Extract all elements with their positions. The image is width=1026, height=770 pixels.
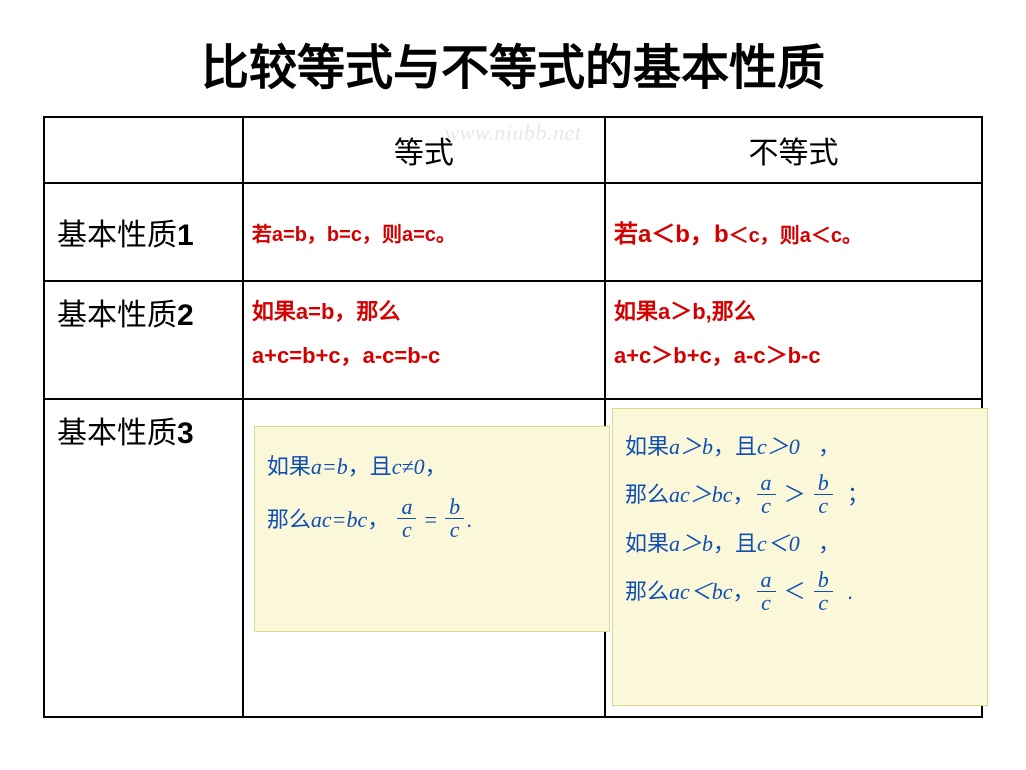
r3eq-l1-prefix: 如果 — [267, 454, 311, 479]
row2-eq-cell: 如果a=b，那么 a+c=b+c，a-c=b-c — [243, 281, 605, 399]
row3-eq-box: 如果a=b，且c≠0， 那么ac=bc， a c = b c . — [254, 426, 610, 632]
row3-ineq-cell: 如果a＞b，且c＞0 ， 那么ac＞bc， a c ＞ b c ； — [605, 399, 982, 717]
r3i-l2-tail: ； — [847, 482, 869, 507]
row1-eq-cell: 若a=b，b=c，则a=c。 — [243, 183, 605, 281]
row2-eq-text: 如果a=b，那么 a+c=b+c，a-c=b-c — [252, 290, 596, 378]
r3eq-l1-tail: ， — [425, 454, 447, 479]
header-equality: 等式 — [243, 117, 605, 183]
r3i-l4-frac1: a c — [757, 569, 776, 614]
table-header-row: 等式 不等式 — [44, 117, 982, 183]
r3i-l2-frac1-num: a — [757, 472, 776, 494]
row3-ineq-box: 如果a＞b，且c＞0 ， 那么ac＞bc， a c ＞ b c ； — [612, 408, 988, 706]
row3-eq-line2: 那么ac=bc， a c = b c . — [267, 494, 597, 547]
comparison-table: 等式 不等式 基本性质1 若a=b，b=c，则a=c。 若a＜b，b＜c，则a＜… — [43, 116, 983, 718]
r3i-l4-frac2-den: c — [814, 591, 833, 614]
table-row-3: 基本性质3 如果a=b，且c≠0， 那么ac=bc， a c = — [44, 399, 982, 717]
r3eq-l2-expr1: ac=bc — [311, 507, 367, 532]
table-row-1: 基本性质1 若a=b，b=c，则a=c。 若a＜b，b＜c，则a＜c。 — [44, 183, 982, 281]
r3i-l4-tail: . — [847, 579, 853, 604]
row2-ineq-line2: a+c＞b+c，a-c＞b-c — [614, 334, 973, 378]
row1-label: 基本性质1 — [44, 183, 243, 281]
r3eq-l2-prefix: 那么 — [267, 507, 311, 532]
r3i-l4-comma: ， — [733, 579, 755, 604]
r3i-l2-frac1-den: c — [757, 494, 776, 517]
r3i-l1-prefix: 如果 — [625, 434, 669, 459]
row1-label-prefix: 基本性质 — [57, 219, 177, 252]
r3i-l3-prefix: 如果 — [625, 531, 669, 556]
header-inequality: 不等式 — [605, 117, 982, 183]
r3i-l2-frac1: a c — [757, 472, 776, 517]
row2-ineq-cell: 如果a＞b,那么 a+c＞b+c，a-c＞b-c — [605, 281, 982, 399]
r3i-l1-mid: ，且 — [713, 434, 757, 459]
row1-eq-text: 若a=b，b=c，则a=c。 — [252, 212, 596, 252]
slide-page: 比较等式与不等式的基本性质 www.niubb.net 等式 不等式 基本性质1… — [0, 28, 1026, 770]
r3i-l3-expr2: c＜0 — [757, 531, 800, 556]
r3i-l4-frac1-den: c — [757, 591, 776, 614]
table-row-2: 基本性质2 如果a=b，那么 a+c=b+c，a-c=b-c 如果a＞b,那么 … — [44, 281, 982, 399]
r3eq-frac2-num: b — [445, 496, 464, 518]
row1-ineq-p2: ＜c，则a＜c。 — [729, 225, 862, 247]
r3i-l4-prefix: 那么 — [625, 579, 669, 604]
slide-title: 比较等式与不等式的基本性质 — [0, 28, 1026, 98]
r3eq-frac2-den: c — [445, 518, 464, 541]
r3i-l1-tail: ， — [818, 434, 840, 459]
r3i-l3-expr1: a＞b — [669, 531, 713, 556]
row3-label: 基本性质3 — [44, 399, 243, 717]
r3eq-frac1-num: a — [397, 496, 416, 518]
row2-eq-line1: 如果a=b，那么 — [252, 290, 596, 334]
row3-eq-line1: 如果a=b，且c≠0， — [267, 441, 597, 494]
row3-ineq-line3: 如果a＞b，且c＜0 ， — [625, 520, 975, 568]
r3eq-frac1-den: c — [397, 518, 416, 541]
r3i-l3-tail: ， — [818, 531, 840, 556]
row1-ineq-cell: 若a＜b，b＜c，则a＜c。 — [605, 183, 982, 281]
row3-ineq-line2: 那么ac＞bc， a c ＞ b c ； — [625, 471, 975, 519]
r3i-l2-frac2-num: b — [814, 472, 833, 494]
row1-ineq-p1: 若a＜b，b — [614, 221, 729, 248]
r3i-l2-frac2: b c — [814, 472, 833, 517]
r3i-l3-mid: ，且 — [713, 531, 757, 556]
row2-label-prefix: 基本性质 — [57, 299, 177, 332]
r3i-l1-expr2: c＞0 — [757, 434, 800, 459]
r3i-l2-frac2-den: c — [814, 494, 833, 517]
r3i-l4-frac2-num: b — [814, 569, 833, 591]
row2-ineq-text: 如果a＞b,那么 a+c＞b+c，a-c＞b-c — [614, 290, 973, 378]
row3-ineq-line4: 那么ac＜bc， a c ＜ b c . — [625, 568, 975, 616]
row2-eq-line2: a+c=b+c，a-c=b-c — [252, 334, 596, 378]
r3i-l2-expr1: ac＞bc — [669, 482, 733, 507]
row1-label-num: 1 — [177, 219, 194, 252]
r3eq-frac2: b c — [445, 496, 464, 541]
header-blank — [44, 117, 243, 183]
row2-label: 基本性质2 — [44, 281, 243, 399]
row2-label-num: 2 — [177, 299, 194, 332]
r3eq-l1-expr2: c≠0 — [392, 454, 425, 479]
r3i-l4-op: ＜ — [784, 579, 806, 604]
r3eq-l1-mid: ，且 — [348, 454, 392, 479]
r3eq-tail: . — [466, 507, 472, 532]
r3i-l4-expr1: ac＜bc — [669, 579, 733, 604]
r3eq-fracop: = — [425, 507, 437, 532]
r3eq-l1-expr1: a=b — [311, 454, 348, 479]
r3i-l2-op: ＞ — [784, 482, 806, 507]
row3-label-prefix: 基本性质 — [57, 417, 177, 450]
r3i-l4-frac1-num: a — [757, 569, 776, 591]
r3eq-frac1: a c — [397, 496, 416, 541]
row3-eq-cell: 如果a=b，且c≠0， 那么ac=bc， a c = b c . — [243, 399, 605, 717]
r3eq-l2-mid: ， — [367, 507, 389, 532]
row1-ineq-text: 若a＜b，b＜c，则a＜c。 — [614, 209, 973, 256]
row3-label-num: 3 — [177, 417, 194, 450]
r3i-l2-comma: ， — [733, 482, 755, 507]
row3-ineq-line1: 如果a＞b，且c＞0 ， — [625, 423, 975, 471]
r3i-l1-expr1: a＞b — [669, 434, 713, 459]
row2-ineq-line1: 如果a＞b,那么 — [614, 290, 973, 334]
r3i-l4-frac2: b c — [814, 569, 833, 614]
r3i-l2-prefix: 那么 — [625, 482, 669, 507]
